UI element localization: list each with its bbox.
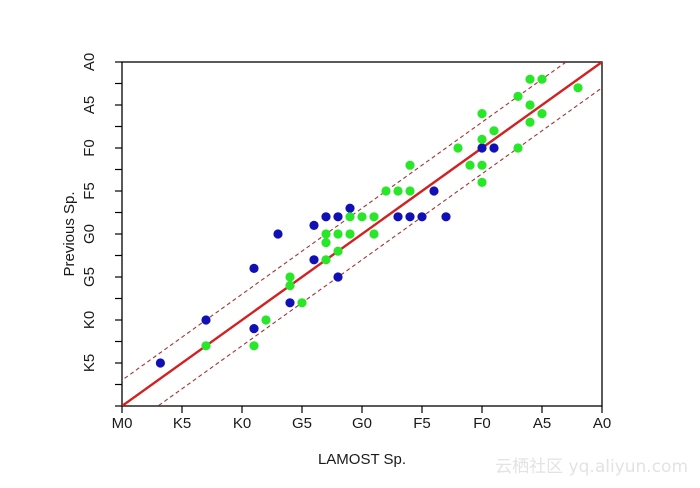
point-green — [321, 255, 331, 265]
point-green — [249, 341, 259, 351]
x-tick-label: A5 — [533, 415, 551, 432]
x-tick-label: F0 — [473, 415, 491, 432]
point-green — [333, 246, 343, 256]
y-tick-label: A5 — [81, 96, 98, 114]
y-tick-label: F0 — [81, 139, 98, 157]
x-tick-label: G5 — [292, 415, 312, 432]
point-green — [489, 126, 499, 136]
point-green — [321, 238, 331, 248]
point-green — [381, 186, 391, 196]
y-tick-label: K0 — [81, 311, 98, 329]
point-blue — [155, 358, 165, 368]
point-green — [405, 186, 415, 196]
y-axis-title: Previous Sp. — [61, 191, 78, 276]
point-green — [285, 272, 295, 282]
point-green — [369, 229, 379, 239]
y-axis: K5 K0 G5 G0 F5 F0 A5 A0 — [81, 53, 122, 407]
watermark-text: 云栖社区 yq.aliyun.com — [495, 457, 688, 477]
point-green — [333, 229, 343, 239]
point-green — [477, 134, 487, 144]
point-blue — [477, 143, 487, 153]
y-tick-label: F5 — [81, 182, 98, 200]
point-blue — [285, 298, 295, 308]
y-tick-label: G0 — [81, 224, 98, 244]
point-green — [297, 298, 307, 308]
point-green — [477, 109, 487, 119]
point-green — [285, 281, 295, 291]
point-green — [525, 74, 535, 84]
x-axis-title: LAMOST Sp. — [318, 451, 406, 468]
point-blue — [249, 263, 259, 273]
point-green — [477, 177, 487, 187]
x-tick-label: F5 — [413, 415, 431, 432]
point-green — [345, 212, 355, 222]
point-blue — [417, 212, 427, 222]
point-green — [201, 341, 211, 351]
point-green — [513, 143, 523, 153]
point-blue — [273, 229, 283, 239]
data-points — [155, 74, 583, 368]
point-green — [321, 229, 331, 239]
point-blue — [309, 220, 319, 230]
point-green — [345, 229, 355, 239]
point-blue — [489, 143, 499, 153]
point-blue — [441, 212, 451, 222]
point-green — [261, 315, 271, 325]
point-blue — [309, 255, 319, 265]
point-green — [513, 91, 523, 101]
x-tick-label: A0 — [593, 415, 611, 432]
point-green — [369, 212, 379, 222]
point-blue — [321, 212, 331, 222]
x-axis: M0 K5 K0 G5 G0 F5 F0 A5 A0 — [112, 406, 611, 432]
point-green — [573, 83, 583, 93]
x-tick-label: G0 — [352, 415, 372, 432]
offset-line-1 — [122, 62, 567, 381]
point-blue — [333, 212, 343, 222]
point-green — [477, 160, 487, 170]
y-tick-label: K5 — [81, 354, 98, 372]
y-tick-label: A0 — [81, 53, 98, 71]
point-green — [525, 117, 535, 127]
reference-lines — [122, 62, 602, 406]
point-blue — [393, 212, 403, 222]
point-green — [453, 143, 463, 153]
point-green — [525, 100, 535, 110]
point-blue — [405, 212, 415, 222]
x-tick-label: K0 — [233, 415, 251, 432]
point-green — [465, 160, 475, 170]
point-blue — [249, 324, 259, 334]
point-green — [537, 109, 547, 119]
point-blue — [429, 186, 439, 196]
point-green — [357, 212, 367, 222]
point-green — [405, 160, 415, 170]
y-tick-label: G5 — [81, 267, 98, 287]
x-tick-label: K5 — [173, 415, 191, 432]
point-blue — [345, 203, 355, 213]
identity-line — [122, 62, 602, 406]
point-green — [537, 74, 547, 84]
point-green — [393, 186, 403, 196]
point-blue — [201, 315, 211, 325]
x-tick-label: M0 — [112, 415, 133, 432]
point-blue — [333, 272, 343, 282]
